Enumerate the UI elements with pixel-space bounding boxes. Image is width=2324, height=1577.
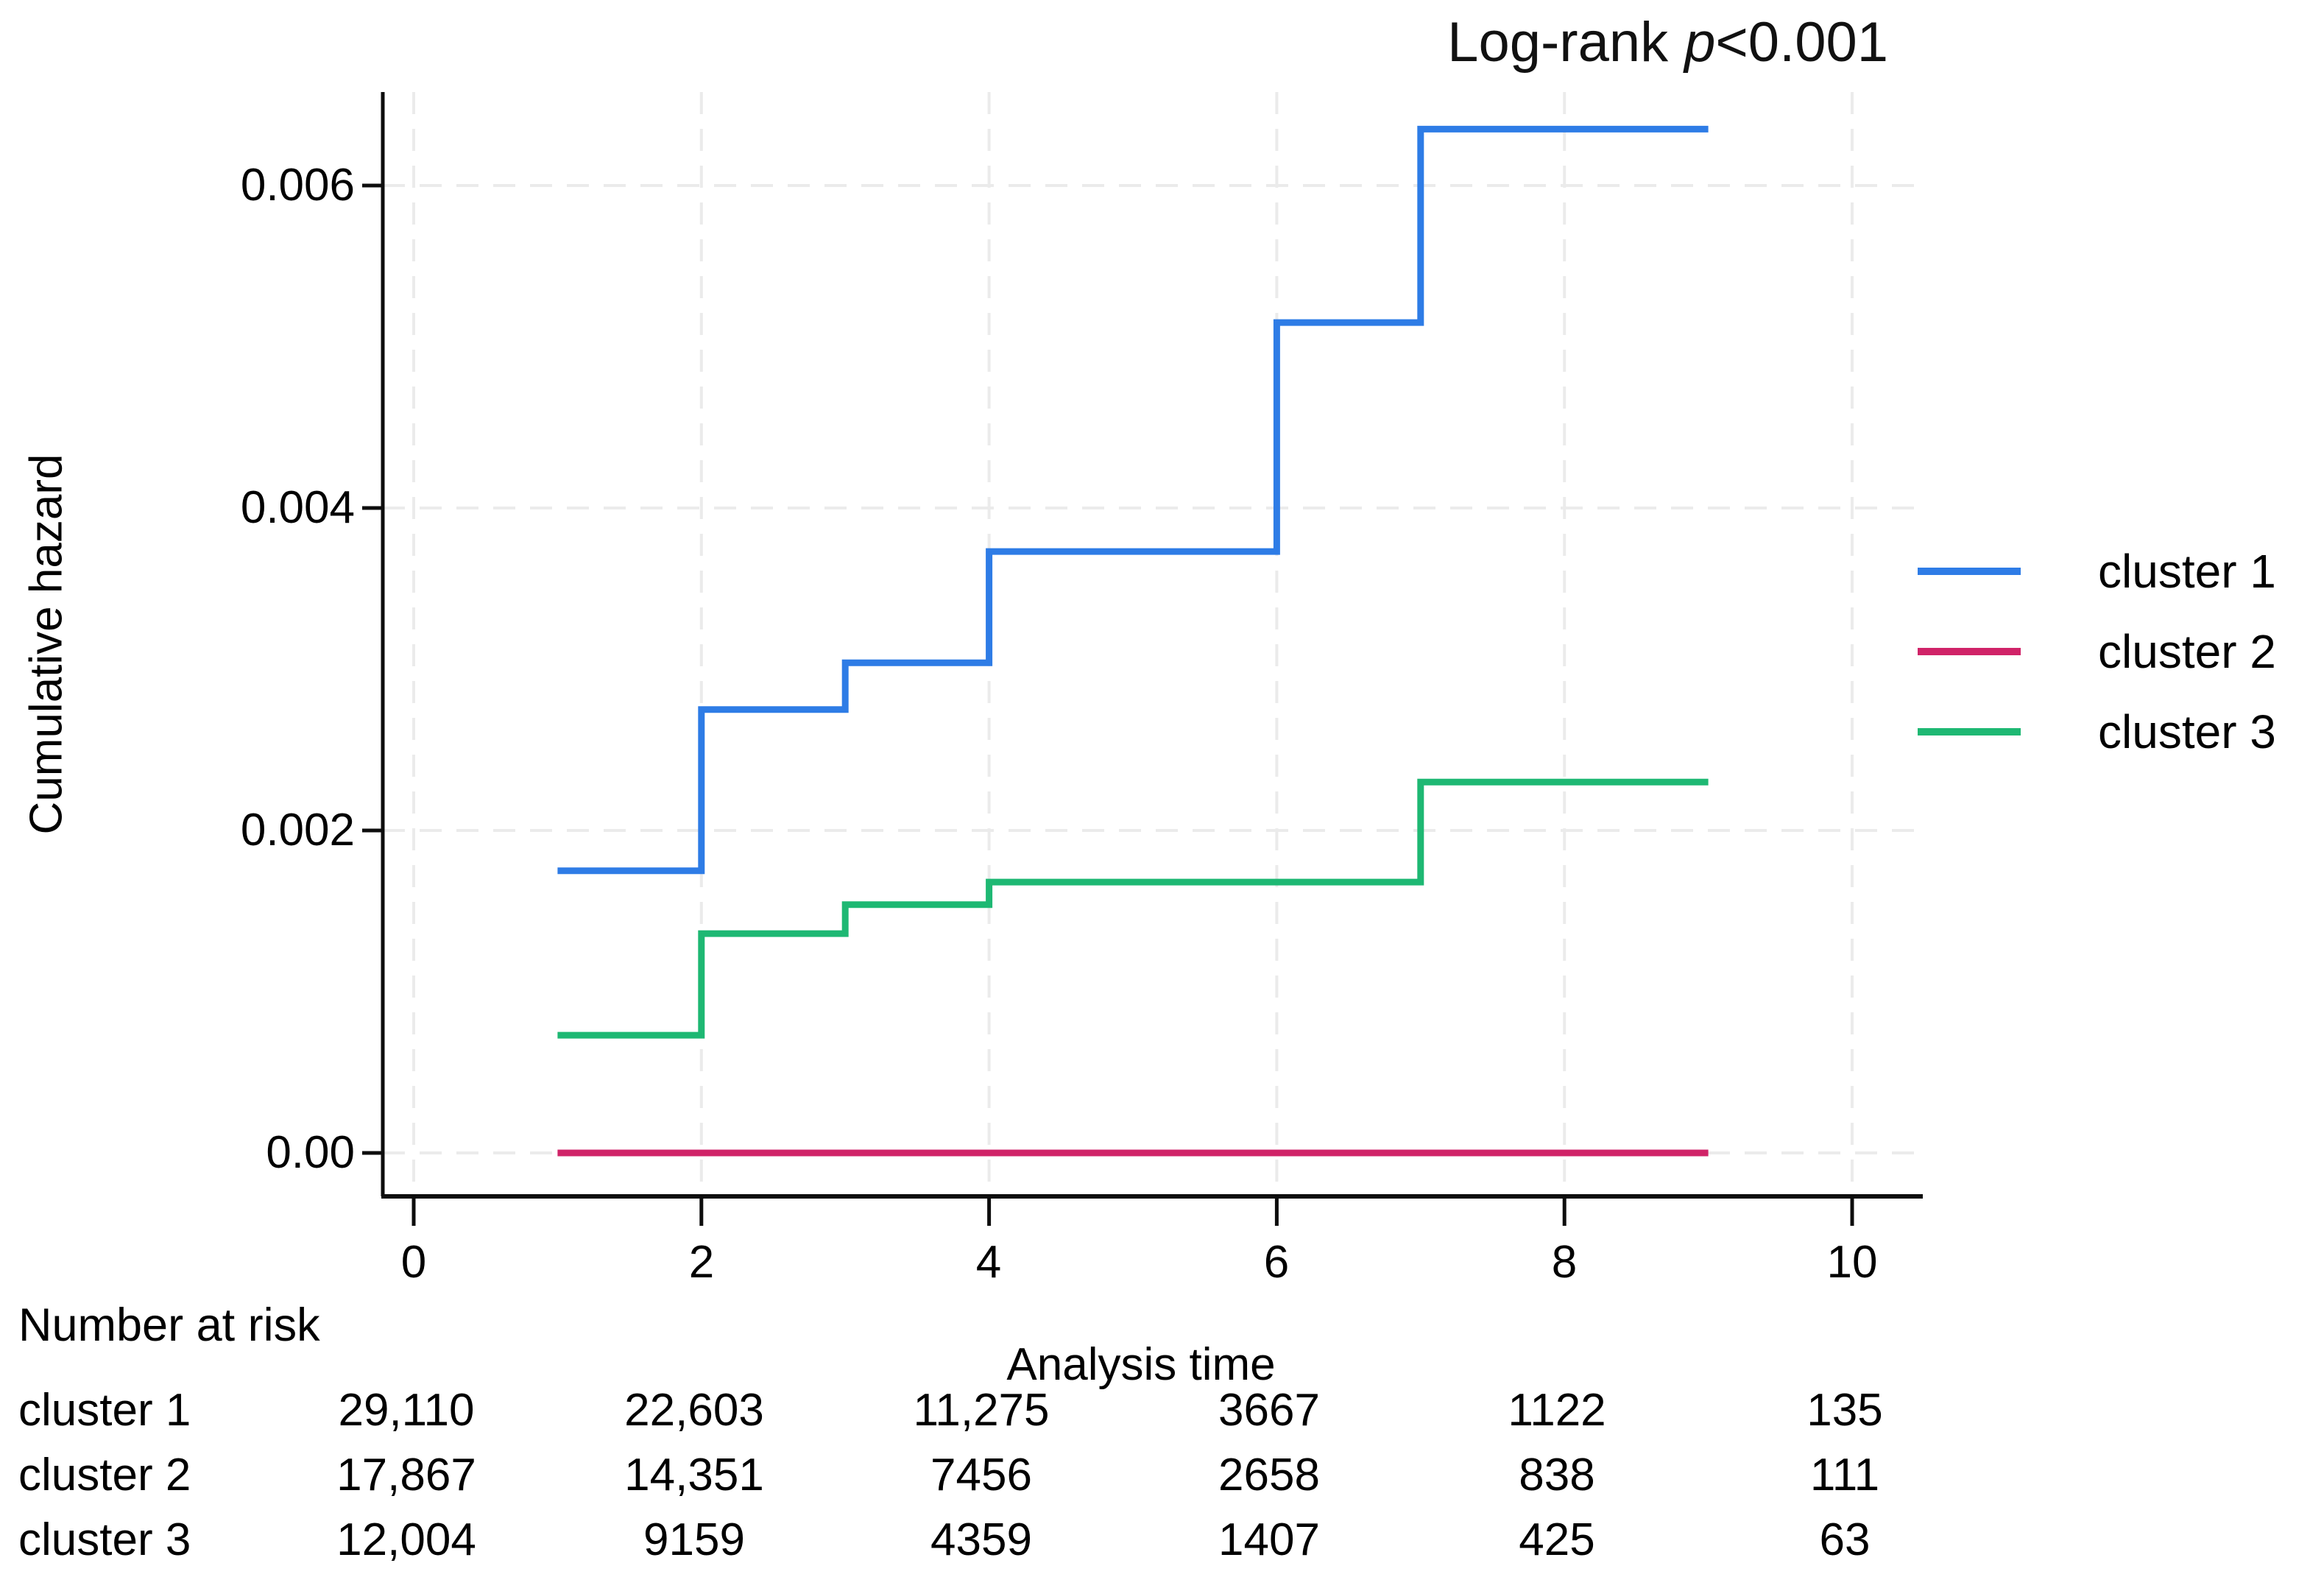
risk-value: 425 — [1519, 1514, 1595, 1565]
risk-row-label: cluster 1 — [18, 1385, 191, 1436]
legend-item-cluster-3: cluster 3 — [1907, 705, 2319, 758]
chart-title-prefix: Log-rank — [1447, 11, 1669, 74]
legend-item-cluster-2: cluster 2 — [1907, 625, 2319, 678]
x-tick-label-10: 10 — [1826, 1237, 1878, 1288]
y-tick-label-0004: 0.004 — [240, 482, 355, 533]
x-tick-label-4: 4 — [975, 1237, 1002, 1288]
y-tick-label-000: 0.00 — [266, 1127, 355, 1178]
x-tick-label-0: 0 — [400, 1237, 427, 1288]
risk-value: 1122 — [1508, 1385, 1606, 1436]
y-tick-label-0006: 0.006 — [240, 160, 355, 211]
x-tick-label-6: 6 — [1263, 1237, 1290, 1288]
y-tick-label-0002: 0.002 — [240, 805, 355, 855]
risk-table-row-cluster-2: cluster 2 17,867 14,351 7456 2658 838 11… — [0, 1447, 2324, 1503]
y-axis-title: Cumulative hazard — [21, 454, 72, 835]
x-tick-label-8: 8 — [1551, 1237, 1578, 1288]
chart-title-p-italic: p — [1684, 11, 1716, 74]
risk-value: 9159 — [643, 1514, 745, 1565]
legend-line-swatch-cluster-3 — [1918, 728, 2021, 735]
legend-label-cluster-3: cluster 3 — [2098, 705, 2276, 758]
legend-line-swatch-cluster-1 — [1918, 568, 2021, 575]
risk-value: 29,110 — [338, 1385, 475, 1436]
risk-row-label: cluster 2 — [18, 1450, 191, 1500]
risk-value: 14,351 — [624, 1450, 764, 1500]
series-line-cluster-3 — [557, 778, 1709, 1039]
legend-label-cluster-1: cluster 1 — [2098, 545, 2276, 598]
risk-value: 838 — [1519, 1450, 1595, 1500]
risk-value: 22,603 — [624, 1385, 764, 1436]
chart-title: Log-rank p<0.001 — [1148, 10, 1888, 74]
x-tick-label-2: 2 — [688, 1237, 715, 1288]
series-line-cluster-1 — [557, 125, 1709, 875]
risk-value: 7456 — [930, 1450, 1032, 1500]
x-axis-title: Analysis time — [1006, 1339, 1276, 1390]
risk-value: 111 — [1809, 1450, 1880, 1500]
legend-line-swatch-cluster-2 — [1918, 648, 2021, 655]
risk-value: 11,275 — [913, 1385, 1050, 1436]
risk-value: 1407 — [1218, 1514, 1320, 1565]
risk-value: 3667 — [1218, 1385, 1320, 1436]
legend-label-cluster-2: cluster 2 — [2098, 625, 2276, 678]
risk-value: 135 — [1806, 1385, 1883, 1436]
risk-value: 4359 — [930, 1514, 1032, 1565]
chart-title-suffix: <0.001 — [1715, 11, 1888, 74]
risk-table-row-cluster-1: cluster 1 29,110 22,603 11,275 3667 1122… — [0, 1383, 2324, 1439]
legend: cluster 1 cluster 2 cluster 3 — [1907, 545, 2319, 786]
risk-value: 2658 — [1218, 1450, 1320, 1500]
risk-table-heading: Number at risk — [18, 1299, 320, 1351]
risk-value: 63 — [1819, 1514, 1871, 1565]
risk-row-label: cluster 3 — [18, 1514, 191, 1565]
risk-table-row-cluster-3: cluster 3 12,004 9159 4359 1407 425 63 — [0, 1512, 2324, 1568]
legend-item-cluster-1: cluster 1 — [1907, 545, 2319, 598]
risk-value: 17,867 — [336, 1450, 476, 1500]
risk-value: 12,004 — [336, 1514, 476, 1565]
